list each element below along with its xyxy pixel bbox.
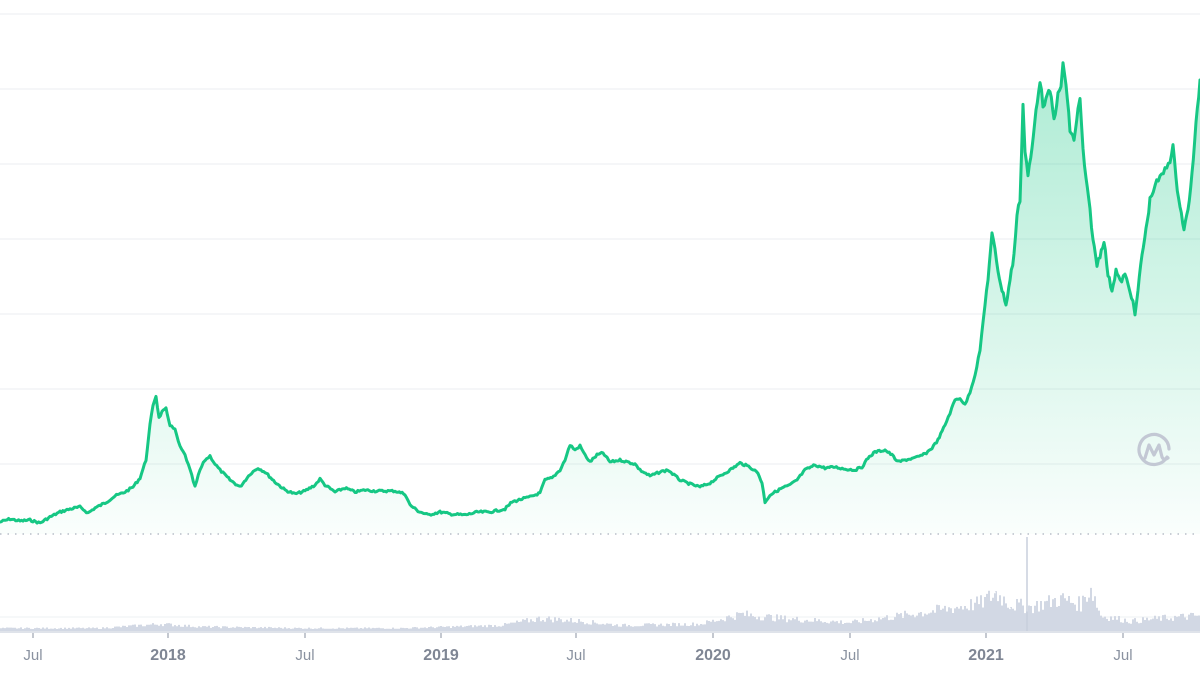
gridlines <box>0 13 1200 465</box>
volume-bars <box>0 587 1200 632</box>
x-axis-ticks <box>32 633 1124 638</box>
x-axis-label: 2018 <box>150 647 186 664</box>
x-axis-label: 2021 <box>968 647 1004 664</box>
x-axis-label: Jul <box>840 647 860 664</box>
x-axis-label: Jul <box>295 647 315 664</box>
x-axis-label: 2020 <box>695 647 731 664</box>
x-axis-label: Jul <box>1113 647 1133 664</box>
x-axis-label: Jul <box>23 647 43 664</box>
x-axis-label: Jul <box>566 647 586 664</box>
coinmarketcap-logo-icon <box>1137 432 1171 467</box>
price-area-fill <box>0 62 1200 534</box>
x-axis-label: 2019 <box>423 647 459 664</box>
price-line[interactable] <box>0 61 1200 525</box>
